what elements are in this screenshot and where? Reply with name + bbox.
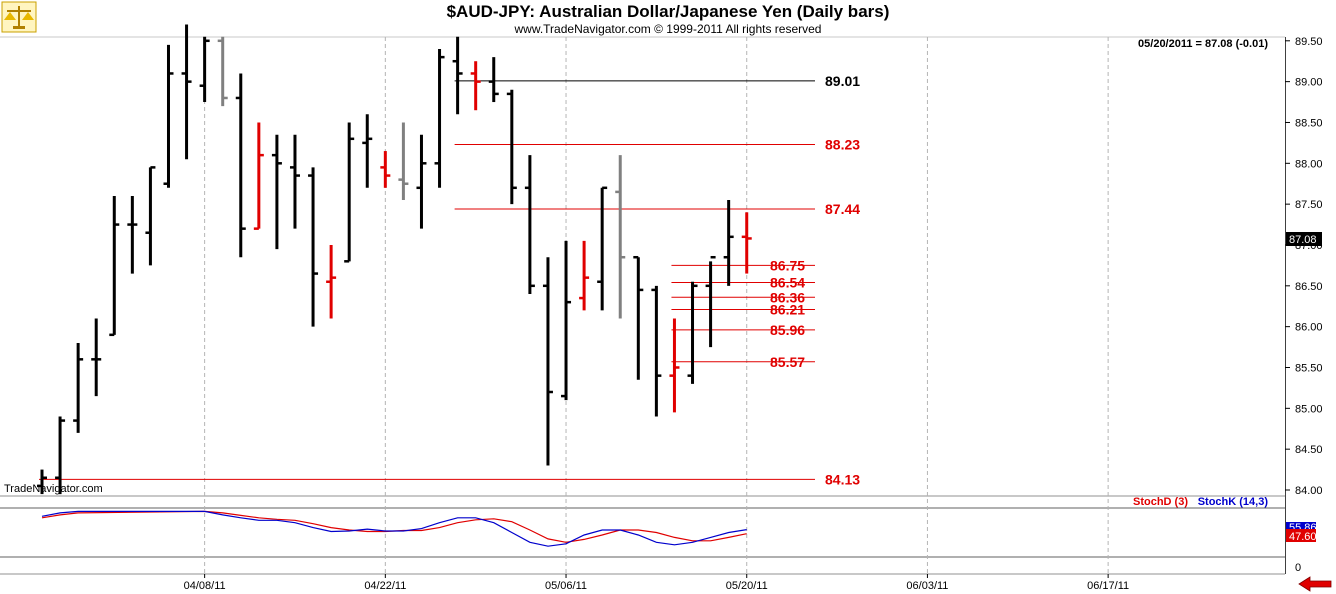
ohlc-bar — [561, 240, 572, 401]
y-tick-label: 85.50 — [1295, 362, 1323, 374]
ohlc-bar — [55, 416, 66, 495]
ohlc-bar — [271, 134, 282, 250]
watermark: TradeNavigator.com — [4, 483, 103, 495]
ohlc-bar — [235, 73, 246, 258]
ohlc-bar — [579, 240, 590, 311]
ohlc-bar — [308, 167, 319, 327]
x-tick-label: 05/20/11 — [726, 580, 768, 592]
ohlc-bar — [741, 212, 752, 274]
ohlc-bar — [416, 134, 427, 229]
ohlc-bar — [362, 114, 373, 188]
ohlc-bar — [217, 36, 228, 107]
level-label: 86.75 — [770, 257, 805, 273]
ohlc-bar — [91, 318, 102, 397]
ohlc-bar — [127, 195, 138, 274]
ohlc-bar — [506, 89, 517, 205]
ohlc-bar — [253, 122, 264, 230]
level-label: 86.21 — [770, 302, 805, 318]
price-bars — [37, 24, 752, 495]
last-price-label: 87.08 — [1289, 234, 1317, 246]
y-tick-label: 85.00 — [1295, 403, 1323, 415]
y-tick-label: 88.50 — [1295, 117, 1323, 129]
legend-stochk: StochK (14,3) — [1198, 496, 1269, 508]
left-arrow-icon[interactable] — [1297, 576, 1334, 592]
stochd-value-label: 47.60 — [1289, 531, 1317, 543]
ohlc-bar — [488, 57, 499, 103]
y-tick-label: 84.00 — [1295, 485, 1323, 497]
ohlc-bar — [145, 166, 156, 266]
copyright: www.TradeNavigator.com © 1999-2011 All r… — [514, 22, 822, 36]
y-tick-label: 89.00 — [1295, 77, 1323, 89]
ohlc-bar — [687, 281, 698, 384]
x-tick-label: 04/22/11 — [364, 580, 406, 592]
level-label: 85.96 — [770, 322, 805, 338]
ohlc-bar — [344, 122, 355, 263]
ohlc-bar — [723, 200, 734, 286]
level-label: 87.44 — [825, 201, 860, 217]
ohlc-bar — [705, 255, 716, 348]
ohlc-bar — [163, 44, 174, 188]
y-tick-label: 86.00 — [1295, 322, 1323, 334]
ohlc-bar — [398, 122, 409, 201]
ohlc-bar — [326, 244, 337, 319]
ohlc-bar — [434, 48, 445, 188]
level-label: 89.01 — [825, 73, 860, 89]
ohlc-bar — [542, 257, 553, 466]
stochastic-panel — [41, 510, 747, 547]
y-tick-label: 86.50 — [1295, 281, 1323, 293]
ohlc-bar — [669, 318, 680, 413]
ohlc-bar — [452, 36, 463, 115]
ohlc-bar — [615, 155, 626, 319]
ohlc-bar — [651, 285, 662, 417]
last-price-tag: 87.08 — [1286, 232, 1322, 246]
stoch-value-tags: 55.86 47.60 — [1286, 522, 1317, 543]
ohlc-bar — [380, 151, 391, 188]
ohlc-bar — [289, 134, 300, 229]
x-tick-label: 05/06/11 — [545, 580, 587, 592]
legend-stochd: StochD (3) — [1133, 496, 1188, 508]
scales-icon — [1, 1, 37, 33]
ohlc-bar — [181, 24, 192, 160]
stochk-line — [41, 510, 747, 547]
date-axis: 04/08/11 04/22/11 05/06/11 05/20/11 06/03/11… — [184, 574, 1129, 592]
ohlc-bar — [37, 469, 47, 495]
level-label: 86.54 — [770, 275, 805, 291]
x-tick-label: 04/08/11 — [184, 580, 226, 592]
level-label: 85.57 — [770, 354, 805, 370]
level-label: 86.36 — [770, 289, 805, 305]
level-label: 84.13 — [825, 471, 860, 487]
ohlc-bar — [633, 255, 644, 380]
x-tick-label: 06/03/11 — [906, 580, 948, 592]
y-tick-label: 88.00 — [1295, 158, 1323, 170]
ohlc-bar — [109, 195, 120, 337]
y-tick-label: 87.50 — [1295, 199, 1323, 211]
price-axis: 84.0084.5085.0085.5086.0086.5087.0087.50… — [1285, 36, 1323, 574]
chart-title: $AUD-JPY: Australian Dollar/Japanese Yen… — [447, 2, 890, 21]
x-tick-label: 06/17/11 — [1087, 580, 1129, 592]
ohlc-bar — [199, 36, 210, 103]
logo — [1, 1, 37, 33]
frame — [0, 36, 1286, 575]
level-label: 88.23 — [825, 137, 860, 153]
ohlc-bar — [470, 61, 481, 111]
ohlc-bar — [597, 186, 608, 311]
ohlc-bar — [73, 342, 84, 433]
stochd-line — [41, 510, 747, 543]
y-tick-label: 84.50 — [1295, 444, 1323, 456]
y-tick-label: 89.50 — [1295, 36, 1323, 48]
quote-readout: 05/20/2011 = 87.08 (-0.01) — [1138, 38, 1268, 50]
stoch-y-tick-label: 0 — [1295, 562, 1301, 574]
ohlc-bar — [524, 155, 535, 294]
